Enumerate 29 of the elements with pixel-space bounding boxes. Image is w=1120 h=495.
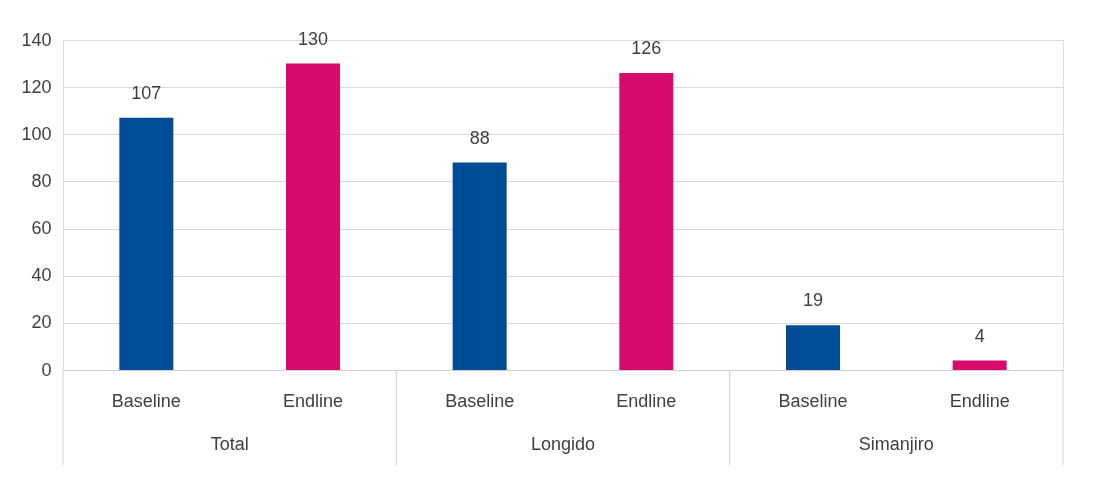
data-label: 126 (631, 38, 662, 58)
bar (452, 162, 507, 370)
text: Longido (530, 434, 596, 454)
bar (286, 63, 340, 370)
bar (786, 325, 840, 370)
data-label: 88 (469, 127, 490, 148)
y-tick-label: 80 (31, 170, 52, 191)
y-tick-label: 60 (31, 218, 52, 239)
text: Total (210, 434, 249, 454)
x-tick-label: Endline (282, 390, 344, 411)
x-tick-label: Endline (949, 390, 1010, 411)
x-tick-label: Baseline (778, 390, 848, 411)
data-label: 19 (802, 290, 824, 311)
y-tick-label: 140 (21, 29, 52, 50)
x-tick-label: Endline (616, 390, 677, 411)
text: Simanjiro (858, 434, 934, 454)
y-tick-label: 120 (21, 76, 52, 97)
bar (619, 73, 674, 370)
bar (952, 360, 1007, 370)
data-label: 4 (974, 325, 985, 346)
y-tick-label: 100 (21, 123, 52, 144)
bar (119, 117, 174, 370)
data-label: 107 (131, 82, 162, 103)
y-tick-label: 20 (31, 312, 52, 333)
y-tick-label: 40 (31, 265, 52, 286)
y-tick-label: 0 (41, 359, 52, 380)
x-tick-label: Baseline (445, 390, 515, 411)
data-label: 130 (297, 28, 329, 49)
x-tick-label: Baseline (111, 390, 181, 411)
